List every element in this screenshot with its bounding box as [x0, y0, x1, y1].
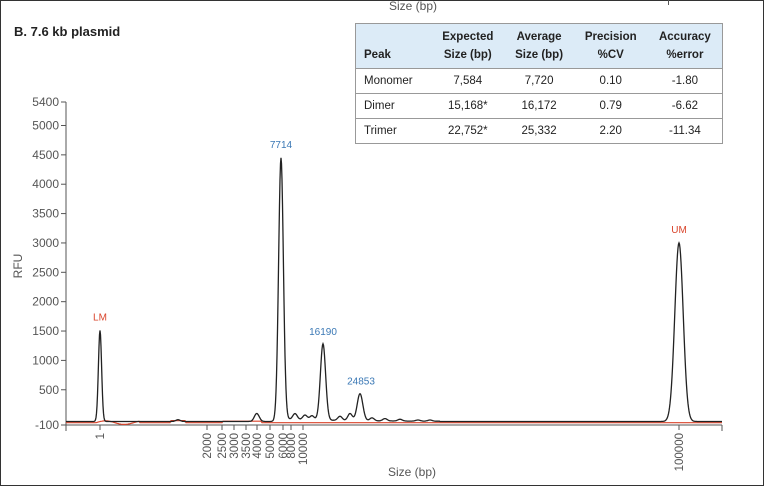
y-tick-label: 5000 — [32, 118, 59, 132]
table-cell: 0.79 — [573, 93, 648, 119]
x-tick-label: 2500 — [217, 433, 229, 459]
table-cell: -11.34 — [647, 118, 723, 144]
table-header-row: Peak Expected Size (bp) Average Size (bp) … — [355, 23, 723, 69]
y-tick-label: 1500 — [32, 324, 59, 338]
y-tick-label: 3000 — [32, 236, 59, 250]
y-tick-label: 4000 — [32, 177, 59, 191]
chart-axes — [65, 102, 723, 431]
x-tick-label: 10000 — [298, 433, 310, 465]
table-cell: 22,752* — [431, 118, 505, 144]
peak-label: 24853 — [347, 376, 375, 387]
table-cell: -6.62 — [647, 93, 723, 119]
header-precision: Precision %CV — [573, 23, 648, 69]
table-cell: 7,720 — [504, 68, 574, 94]
x-tick-label: 1 — [95, 433, 107, 439]
header-expected-size: Expected Size (bp) — [431, 23, 505, 69]
x-tick-label: 8000 — [286, 433, 298, 459]
table-cell: -1.80 — [647, 68, 723, 94]
peak-label: 16190 — [309, 327, 337, 338]
rfu-trace — [66, 157, 722, 423]
panel-title: B. 7.6 kb plasmid — [14, 24, 121, 39]
table-cell: 16,172 — [504, 93, 574, 119]
y-tick-label: 3500 — [32, 207, 59, 221]
chart-ticks: 5400500045004000350030002500200015001000… — [32, 95, 686, 471]
header-average-size: Average Size (bp) — [504, 23, 574, 69]
header-peak: Peak — [355, 23, 432, 69]
table-cell: 2.20 — [573, 118, 648, 144]
top-axis-tick — [668, 0, 669, 5]
x-tick-label: 4000 — [252, 433, 264, 459]
x-axis-label: Size (bp) — [388, 465, 436, 479]
table-cell: 0.10 — [573, 68, 648, 94]
y-tick-label: 500 — [39, 383, 59, 397]
top-axis-caption: Size (bp) — [389, 0, 438, 13]
y-tick-label: 2500 — [32, 265, 59, 279]
y-axis-label: RFU — [11, 254, 25, 279]
x-tick-label: 3000 — [229, 433, 241, 459]
x-tick-label: 2000 — [202, 433, 214, 459]
header-accuracy: Accuracy %error — [647, 23, 723, 69]
table-cell: 7,584 — [431, 68, 505, 94]
peak-labels: LM 7714 16190 24853 UM — [93, 140, 687, 388]
results-table: Peak Expected Size (bp) Average Size (bp) … — [355, 23, 723, 144]
y-tick-label: 5400 — [32, 95, 59, 109]
y-tick-label: 4500 — [32, 148, 59, 162]
table-row: Trimer 22,752* 25,332 2.20 -11.34 — [355, 118, 723, 144]
table-cell: Dimer — [355, 93, 432, 119]
table-row: Monomer 7,584 7,720 0.10 -1.80 — [355, 68, 723, 94]
x-tick-label: 100000 — [674, 433, 686, 471]
peak-label: 7714 — [270, 140, 293, 151]
table-cell: Trimer — [355, 118, 432, 144]
peak-label: UM — [671, 225, 687, 236]
table-row: Dimer 15,168* 16,172 0.79 -6.62 — [355, 93, 723, 119]
x-tick-label: 6000 — [278, 433, 290, 459]
y-tick-label: -100 — [35, 418, 59, 432]
peak-label: LM — [93, 312, 107, 323]
table-cell: 15,168* — [431, 93, 505, 119]
y-tick-label: 1000 — [32, 353, 59, 367]
x-tick-label: 3500 — [241, 433, 253, 459]
table-cell: 25,332 — [504, 118, 574, 144]
table-cell: Monomer — [355, 68, 432, 94]
y-tick-label: 2000 — [32, 295, 59, 309]
x-tick-label: 5000 — [265, 433, 277, 459]
